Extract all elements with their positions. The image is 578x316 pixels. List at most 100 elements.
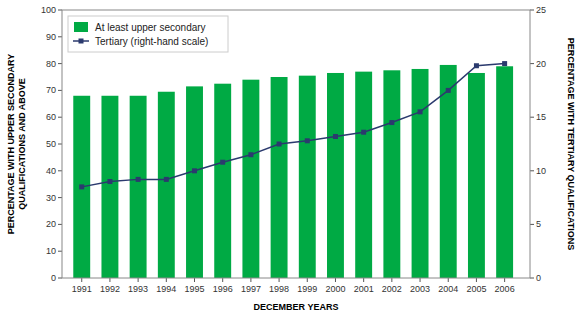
x-tick-label: 2000 bbox=[325, 284, 345, 294]
x-tick-label: 1994 bbox=[156, 284, 176, 294]
y2-tick bbox=[530, 278, 534, 279]
bar bbox=[130, 96, 147, 278]
legend-box bbox=[68, 16, 228, 52]
bar bbox=[214, 84, 231, 278]
y-tick-label: 100 bbox=[41, 5, 56, 15]
y-tick bbox=[58, 90, 62, 91]
y-tick-label: 90 bbox=[46, 32, 56, 42]
x-tick-label: 1995 bbox=[184, 284, 204, 294]
marker bbox=[418, 109, 423, 114]
y2-tick-label: 15 bbox=[536, 112, 546, 122]
bar bbox=[186, 86, 203, 278]
y-tick bbox=[58, 278, 62, 279]
x-tick-label: 1993 bbox=[128, 284, 148, 294]
y-tick-label: 60 bbox=[46, 112, 56, 122]
bar bbox=[327, 73, 344, 278]
marker bbox=[333, 134, 338, 139]
y-axis-label: PERCENTAGE WITH UPPER SECONDARYQUALIFICA… bbox=[6, 54, 27, 235]
x-tick bbox=[476, 278, 477, 282]
x-tick bbox=[448, 278, 449, 282]
marker bbox=[107, 179, 112, 184]
x-tick-label: 1992 bbox=[100, 284, 120, 294]
x-tick bbox=[250, 278, 251, 282]
y-tick bbox=[58, 144, 62, 145]
y2-tick bbox=[530, 10, 534, 11]
y2-tick bbox=[530, 224, 534, 225]
line bbox=[82, 64, 505, 187]
x-tick bbox=[307, 278, 308, 282]
y-tick bbox=[58, 170, 62, 171]
y-tick bbox=[58, 117, 62, 118]
legend-marker bbox=[79, 39, 84, 44]
x-tick bbox=[194, 278, 195, 282]
x-tick-label: 2005 bbox=[466, 284, 486, 294]
x-tick bbox=[166, 278, 167, 282]
y-axis-label-line: PERCENTAGE WITH UPPER SECONDARY bbox=[6, 54, 16, 235]
x-tick-label: 2002 bbox=[382, 284, 402, 294]
y-tick bbox=[58, 36, 62, 37]
y-tick bbox=[58, 224, 62, 225]
x-tick bbox=[391, 278, 392, 282]
legend: At least upper secondaryTertiary (right-… bbox=[68, 16, 228, 52]
x-tick-label: 1991 bbox=[72, 284, 92, 294]
y-tick-label: 10 bbox=[46, 246, 56, 256]
marker bbox=[79, 184, 84, 189]
x-tick bbox=[138, 278, 139, 282]
marker bbox=[305, 138, 310, 143]
x-tick-label: 1998 bbox=[269, 284, 289, 294]
y-tick-label: 20 bbox=[46, 219, 56, 229]
y2-tick-label: 25 bbox=[536, 5, 546, 15]
marker bbox=[136, 177, 141, 182]
bar bbox=[242, 80, 259, 278]
y-tick bbox=[58, 251, 62, 252]
y-tick-label: 30 bbox=[46, 193, 56, 203]
x-tick bbox=[109, 278, 110, 282]
plot-frame bbox=[62, 10, 530, 278]
x-tick bbox=[81, 278, 82, 282]
marker bbox=[446, 88, 451, 93]
marker bbox=[277, 142, 282, 147]
y-tick-label: 0 bbox=[51, 273, 56, 283]
y2-tick-label: 5 bbox=[536, 219, 541, 229]
x-tick bbox=[222, 278, 223, 282]
x-tick bbox=[420, 278, 421, 282]
x-tick bbox=[279, 278, 280, 282]
x-tick-label: 1997 bbox=[241, 284, 261, 294]
y-tick-label: 40 bbox=[46, 166, 56, 176]
y-tick bbox=[58, 10, 62, 11]
bar bbox=[468, 73, 485, 278]
y2-tick bbox=[530, 117, 534, 118]
chart: 0102030405060708090100051015202519911992… bbox=[0, 0, 578, 316]
y2-tick bbox=[530, 170, 534, 171]
marker bbox=[389, 120, 394, 125]
y-tick-label: 50 bbox=[46, 139, 56, 149]
marker bbox=[164, 177, 169, 182]
bar bbox=[496, 66, 513, 278]
marker bbox=[502, 61, 507, 66]
x-axis-label: DECEMBER YEARS bbox=[254, 302, 339, 312]
y2-tick bbox=[530, 63, 534, 64]
marker bbox=[361, 130, 366, 135]
x-tick-label: 2006 bbox=[495, 284, 515, 294]
bar bbox=[299, 76, 316, 278]
plot-data bbox=[73, 61, 513, 278]
x-tick-label: 2003 bbox=[410, 284, 430, 294]
marker bbox=[248, 152, 253, 157]
x-tick bbox=[504, 278, 505, 282]
marker bbox=[192, 168, 197, 173]
bar bbox=[440, 65, 457, 278]
bar bbox=[383, 70, 400, 278]
x-tick-label: 2001 bbox=[354, 284, 374, 294]
x-tick bbox=[363, 278, 364, 282]
y-tick-label: 70 bbox=[46, 85, 56, 95]
y-tick bbox=[58, 63, 62, 64]
y-tick bbox=[58, 197, 62, 198]
y2-tick-label: 10 bbox=[536, 166, 546, 176]
marker bbox=[220, 160, 225, 165]
bar bbox=[412, 69, 429, 278]
x-tick-label: 1999 bbox=[297, 284, 317, 294]
y2-axis-label: PERCENTAGE WITH TERTIARY QUALIFICATIONS bbox=[566, 38, 576, 251]
y2-tick-label: 20 bbox=[536, 59, 546, 69]
bar bbox=[158, 92, 175, 278]
bar bbox=[101, 96, 118, 278]
